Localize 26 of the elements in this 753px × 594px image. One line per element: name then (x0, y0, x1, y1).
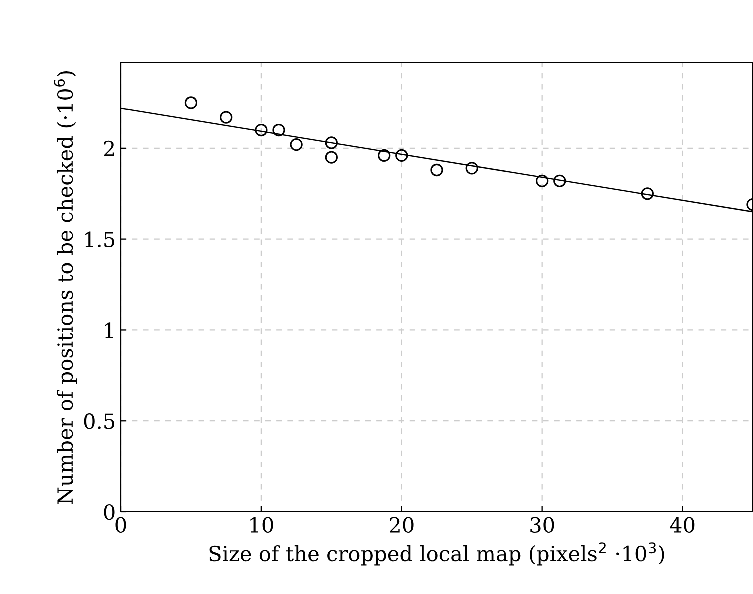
x-tick-label: 0 (116, 517, 126, 533)
x-tick-label: 10 (250, 517, 274, 533)
point (325, 151, 338, 164)
x-axis-title: Size of the cropped local map (pixels$^{2}$ ·10$^{3}$) (210, 542, 664, 566)
point (554, 174, 566, 188)
x-tick-label: 20 (390, 517, 414, 533)
y-tick-label: 1.5 (86, 232, 115, 248)
point (325, 136, 338, 150)
point (430, 164, 444, 177)
point (641, 188, 654, 200)
y-tick-label: 0.5 (84, 414, 115, 430)
point (378, 149, 391, 162)
y-tick-label: 0 (104, 504, 115, 520)
y-tick-label: 2 (104, 140, 114, 156)
point (536, 174, 549, 188)
point (255, 124, 268, 137)
point (466, 162, 478, 175)
point (396, 149, 408, 162)
y-axis-title: Number of positions to be checked (·10$^{6}$) (54, 72, 78, 504)
y-tick-label: 1 (105, 322, 114, 338)
point (272, 124, 286, 137)
point (290, 138, 303, 152)
x-tick-label: 40 (670, 517, 695, 533)
point (220, 111, 233, 124)
x-tick-label: 30 (530, 517, 554, 533)
point (184, 96, 198, 110)
